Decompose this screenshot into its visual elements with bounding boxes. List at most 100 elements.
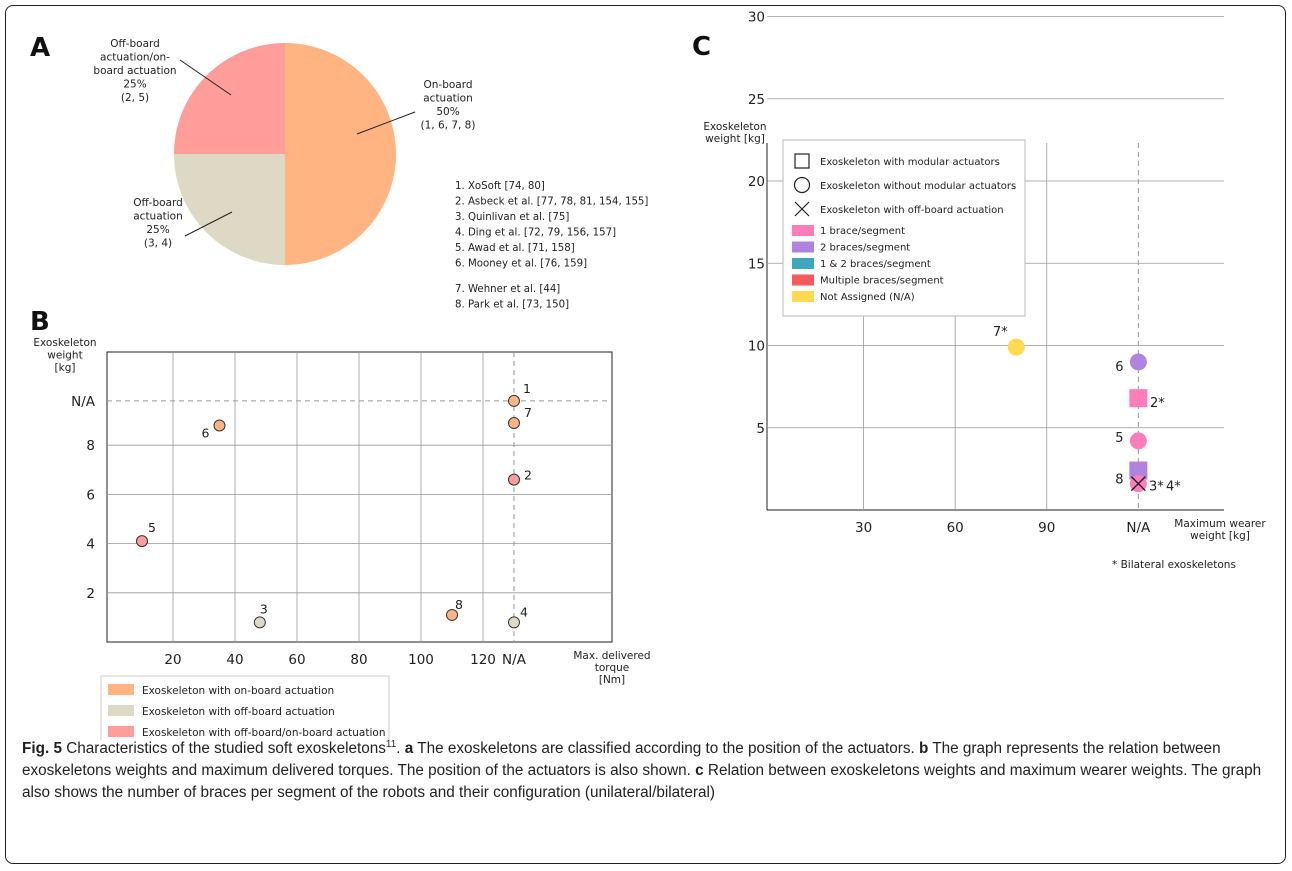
plot-b-point xyxy=(508,394,520,407)
plot-c-point-circle xyxy=(1129,432,1147,450)
plot-b-point-label: 6 xyxy=(202,426,210,441)
panel-b-letter: B xyxy=(30,307,50,337)
plot-c-x-title: Maximum wearer xyxy=(1174,518,1266,530)
caption-c-text: Relation between exoskeletons weights an… xyxy=(22,762,1262,801)
plot-c-point-label: 6 xyxy=(1115,360,1123,375)
plot-c-point-square xyxy=(1129,461,1148,480)
plot-b-point-label: 3 xyxy=(260,601,268,616)
plot-c-point-label: 8 xyxy=(1115,473,1123,488)
legend-c-color-label: 1 brace/segment xyxy=(820,226,905,237)
caption-ref: 11 xyxy=(385,738,397,750)
plot-b-y-tick: 6 xyxy=(86,487,95,503)
reference-item: 5. Awad et al. [71, 158] xyxy=(455,243,575,254)
plot-b-point xyxy=(446,608,458,621)
figure-caption: Fig. 5 Characteristics of the studied so… xyxy=(22,738,1277,804)
pie-label: On-board xyxy=(423,79,472,91)
reference-item: 1. XoSoft [74, 80] xyxy=(455,181,545,192)
pie-label: (2, 5) xyxy=(121,92,149,104)
caption-b-text: The graph represents the relation betwee… xyxy=(22,740,1221,779)
reference-item: 2. Asbeck et al. [77, 78, 81, 154, 155] xyxy=(455,197,648,208)
plot-b-y-title: [kg] xyxy=(55,362,76,374)
caption-fig-label: Fig. 5 xyxy=(22,740,62,757)
legend-b-label: Exoskeleton with off-board actuation xyxy=(142,706,335,718)
plot-b-x-tick: 80 xyxy=(350,652,367,668)
legend-c-swatch xyxy=(792,258,814,269)
plot-c-point-label: 3* xyxy=(1149,480,1164,495)
pie-label: board actuation xyxy=(93,65,176,77)
plot-b-point xyxy=(508,473,520,486)
pie-label: Off-board xyxy=(110,38,160,50)
plot-c-x-title: weight [kg] xyxy=(1190,530,1250,542)
brace-legend: Exoskeleton with modular actuators Exoske… xyxy=(782,139,1026,317)
plot-b-x-tick: 40 xyxy=(226,652,243,668)
plot-b-point-label: 4 xyxy=(520,604,528,619)
legend-c-swatch xyxy=(792,241,814,253)
legend-c-shape-label: Exoskeleton without modular actuators xyxy=(820,181,1016,192)
legend-b-swatch xyxy=(108,684,134,695)
reference-item: 3. Quinlivan et al. [75] xyxy=(455,212,569,223)
plot-c-y-tick: 25 xyxy=(748,92,765,108)
caption-b-label: b xyxy=(918,740,929,757)
plot-c-y-tick: 5 xyxy=(756,421,765,437)
plot-c-point-circle xyxy=(1129,353,1147,371)
pie-label: (3, 4) xyxy=(144,238,172,250)
wearer-weight-plot: 306090N/A5101520253035N/AExoskeletonweig… xyxy=(703,10,1266,543)
pie-leader-line-1 xyxy=(356,111,416,135)
plot-b-y-tick: 4 xyxy=(86,537,95,553)
plot-b-y-tick: N/A xyxy=(71,394,96,410)
plot-b-x-tick: 20 xyxy=(164,652,181,668)
caption-a-label: a xyxy=(404,740,414,757)
plot-c-y-tick: 30 xyxy=(748,10,765,26)
plot-c-y-tick: 20 xyxy=(748,174,765,190)
panel-c-letter: C xyxy=(692,32,711,62)
legend-b-label: Exoskeleton with on-board actuation xyxy=(142,685,334,697)
legend-c-swatch xyxy=(792,225,814,236)
legend-c-shape-label: Exoskeleton with off-board actuation xyxy=(820,205,1004,216)
plot-b-y-title: Exoskeleton xyxy=(33,337,96,349)
plot-c-x-tick: 30 xyxy=(855,520,872,536)
plot-c-y-tick: 15 xyxy=(748,256,765,272)
reference-item: 7. Wehner et al. [44] xyxy=(455,284,560,295)
plot-b-x-tick: 100 xyxy=(408,652,434,668)
plot-b-y-tick: 2 xyxy=(86,586,95,602)
panel-a-letter: A xyxy=(30,33,50,63)
plot-c-point-label: 2* xyxy=(1150,396,1165,411)
plot-b-point xyxy=(253,616,266,629)
reference-item: 8. Park et al. [73, 150] xyxy=(455,300,569,311)
plot-b-frame xyxy=(106,351,613,643)
plot-c-y-tick: 10 xyxy=(748,339,765,355)
plot-b-point xyxy=(213,419,226,432)
plot-b-y-tick: 8 xyxy=(86,438,95,454)
legend-b-swatch xyxy=(108,705,134,716)
plot-b-point-label: 8 xyxy=(455,597,463,612)
plot-b-x-tick: 60 xyxy=(288,652,305,668)
plot-b-x-tick: 120 xyxy=(470,652,496,668)
pie-label: 50% xyxy=(436,106,459,118)
legend-c-color-label: 1 & 2 braces/segment xyxy=(820,259,931,270)
legend-c-color-label: 2 braces/segment xyxy=(820,243,910,254)
reference-list: 1. XoSoft [74, 80] 2. Asbeck et al. [77, … xyxy=(455,181,648,311)
pie-label: (1, 6, 7, 8) xyxy=(421,120,476,132)
plot-b-x-title: torque xyxy=(595,662,629,674)
legend-c-color-label: Not Assigned (N/A) xyxy=(820,292,915,303)
plot-c-point-label: 4* xyxy=(1166,480,1181,495)
plot-b-x-title: Max. delivered xyxy=(573,650,650,662)
plot-c-x-tick: 90 xyxy=(1038,520,1055,536)
legend-c-square-icon xyxy=(794,153,810,169)
actuation-legend: Exoskeleton with on-board actuation Exosk… xyxy=(100,675,390,740)
pie-slice-1 xyxy=(285,43,396,265)
plot-b-point-label: 7 xyxy=(524,405,532,420)
legend-c-circle-icon xyxy=(793,176,811,194)
legend-c-box xyxy=(782,139,1026,317)
plot-c-point-cross xyxy=(1130,476,1146,492)
legend-c-color-label: Multiple braces/segment xyxy=(820,276,944,287)
torque-weight-plot: 20 40 60 80 100 120 N/A 2 4 6 8 N/A Exoskeletonweigh… xyxy=(33,337,650,686)
legend-b-label: Exoskeleton with off-board/on-board actu… xyxy=(142,727,385,739)
plot-b-point xyxy=(508,417,520,430)
plot-c-y-title: Exoskeleton xyxy=(703,121,766,133)
plot-b-x-tick: N/A xyxy=(502,652,527,668)
caption-intro: Characteristics of the studied soft exos… xyxy=(61,740,386,757)
pie-label: Off-board xyxy=(133,197,183,209)
pie-label: 25% xyxy=(146,224,169,236)
